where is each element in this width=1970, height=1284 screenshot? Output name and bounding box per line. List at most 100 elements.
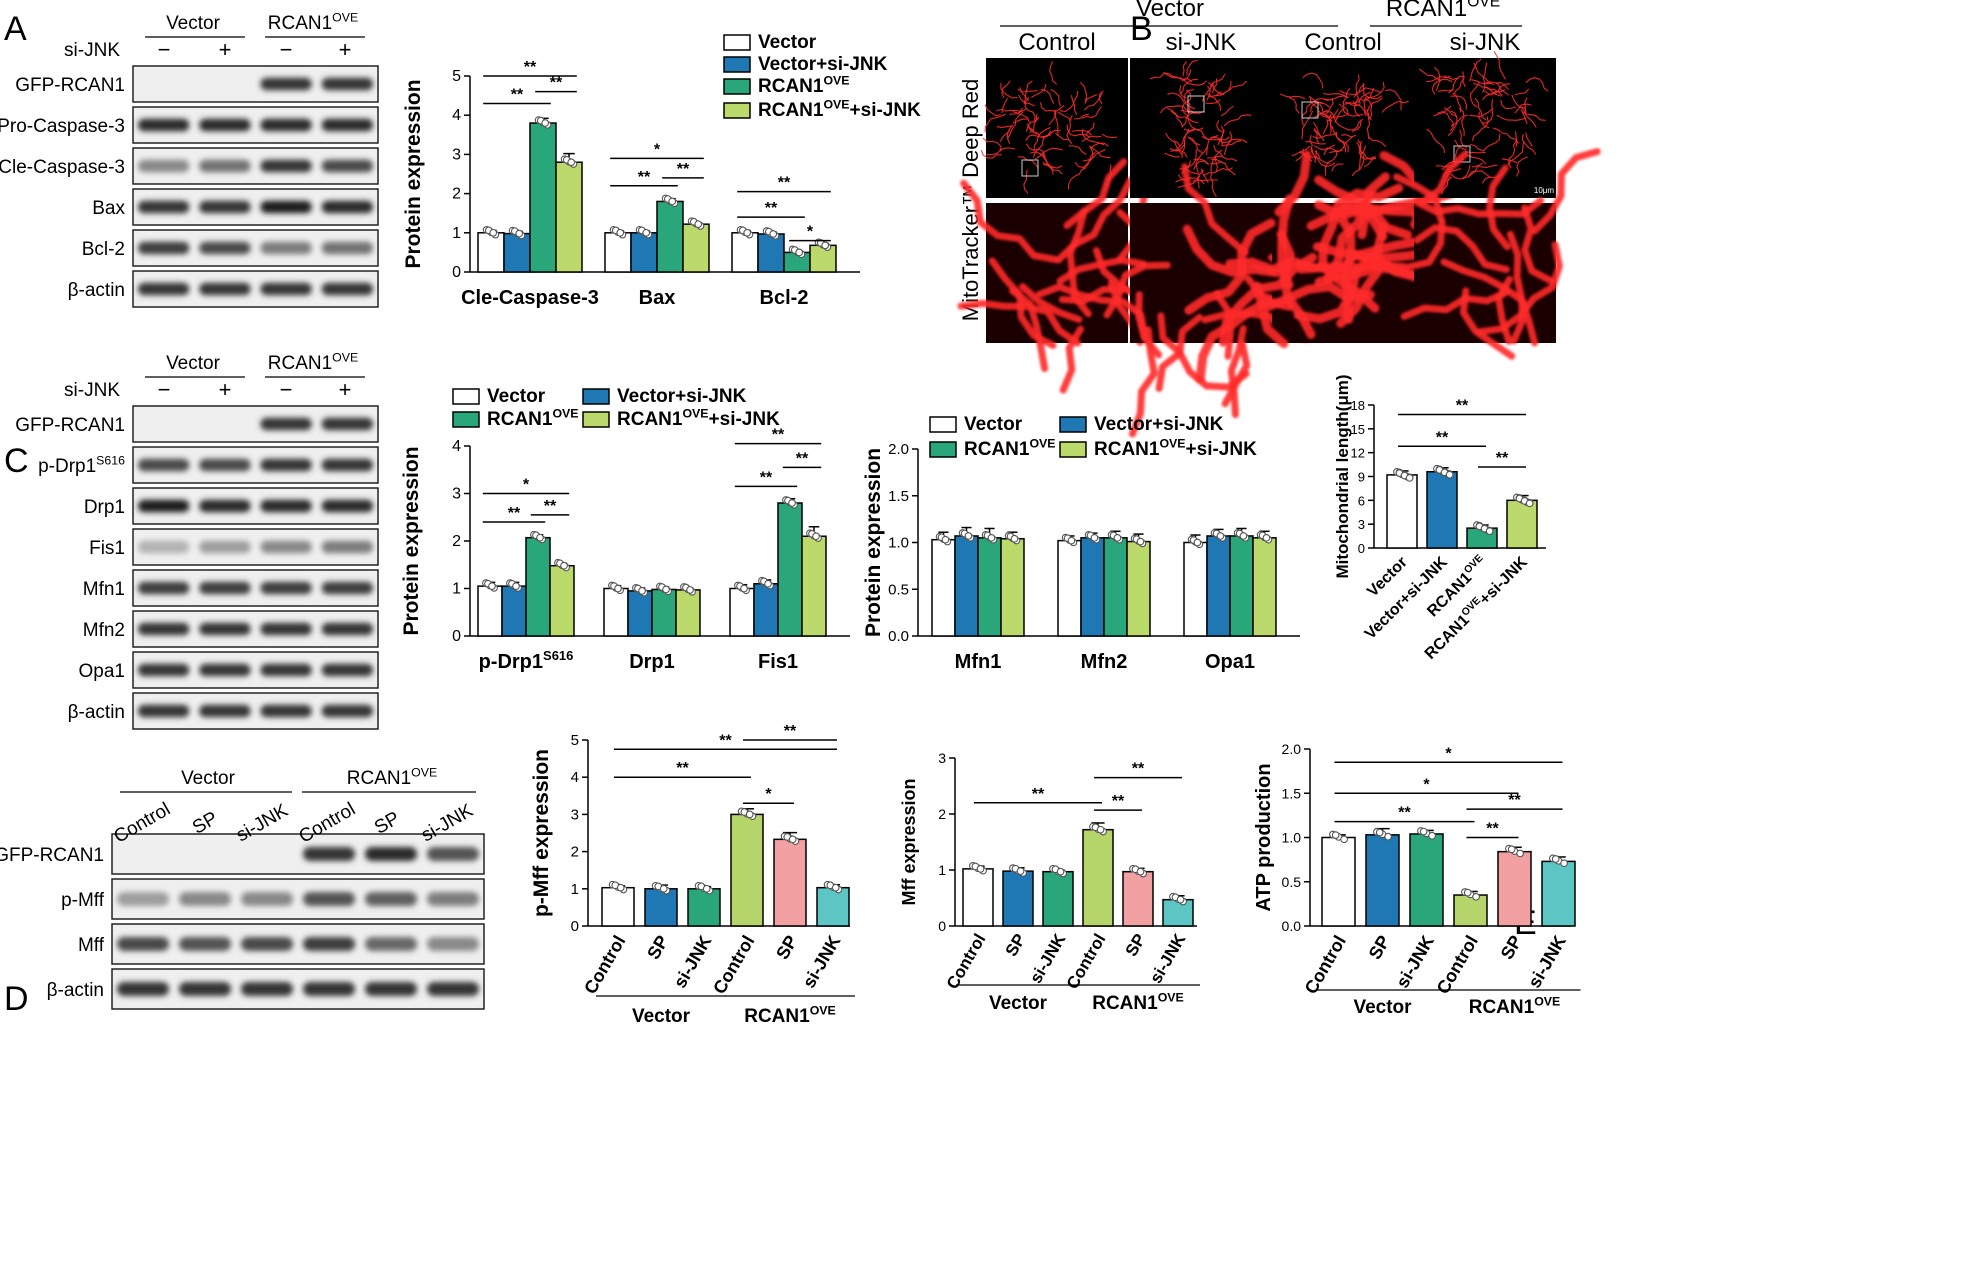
x-category-label: SP [1365, 932, 1394, 963]
mitochondria-strand [1521, 134, 1537, 155]
y-axis-label: Mff expression [899, 778, 919, 905]
mitochondria-strand [1367, 97, 1383, 121]
blot-band [116, 982, 170, 996]
bar [773, 838, 807, 927]
blot-lane-sign: − [280, 377, 293, 402]
significance-label: ** [1496, 450, 1509, 467]
mitochondria-strand [1334, 108, 1344, 123]
y-tick-label: 0.0 [888, 628, 909, 645]
y-tick-label: 1.5 [1282, 785, 1302, 801]
blot-band [178, 892, 232, 906]
significance-label: ** [1508, 792, 1521, 809]
data-point [1216, 532, 1225, 540]
mitochondria-strand [980, 149, 1002, 159]
blot-band [137, 622, 190, 636]
mitochondria-strand [1206, 85, 1211, 101]
mitochondria-strand [1521, 111, 1546, 121]
mitochondria-strand [1221, 140, 1242, 147]
mitochondria-zoom-strand [1486, 164, 1511, 251]
significance-label: * [807, 224, 814, 241]
bar [729, 587, 755, 637]
mitochondria-strand [1458, 107, 1465, 137]
mitochondria-strand [1181, 142, 1186, 159]
significance-label: ** [638, 169, 651, 186]
mitochondria-strand [1516, 156, 1528, 177]
y-tick-label: 2 [452, 533, 461, 550]
mitochondria-strand [1474, 97, 1487, 121]
mitochondria-strand [1431, 78, 1453, 95]
mitochondria-strand [1339, 83, 1365, 96]
data-point [941, 535, 950, 544]
x-group-label: Vector [989, 993, 1048, 1014]
zoom-box [1021, 159, 1039, 177]
bar [601, 886, 635, 927]
data-point [1551, 855, 1560, 863]
data-point [1331, 831, 1340, 839]
mitochondria-strand [1040, 88, 1055, 104]
blot-band [199, 241, 251, 255]
significance-label: ** [544, 498, 557, 515]
mitochondria-strand [1347, 118, 1363, 131]
mitochondria-zoom-strand [1418, 150, 1469, 207]
x-category-label: SP [1002, 931, 1030, 960]
y-tick-label: 3 [452, 486, 461, 503]
data-point [987, 533, 996, 542]
mitochondria-zoom-strand [1460, 287, 1516, 360]
y-axis-label: Mitochondrial length(μm) [1333, 375, 1352, 579]
blot-lane-sign: + [219, 377, 232, 402]
mitochondria-strand [1210, 172, 1217, 197]
mitochondria-strand [1196, 169, 1204, 189]
bar [753, 583, 779, 637]
mitochondria-strand [1210, 149, 1223, 173]
mitochondria-strand [1206, 135, 1219, 156]
data-point [976, 865, 985, 873]
significance-label: ** [524, 59, 537, 76]
blot-band [302, 892, 356, 906]
blot-row-label: Mff [78, 935, 105, 956]
mitochondria-strand [1169, 148, 1188, 158]
mitochondria-zoom-strand [1440, 258, 1539, 347]
significance-label: ** [1486, 821, 1499, 838]
mitochondria-strand [1301, 110, 1314, 140]
mitochondria-strand [1027, 125, 1041, 136]
bar [962, 868, 994, 927]
x-group-label: RCAN1OVE [744, 1003, 836, 1027]
mitochondria-strand [1434, 67, 1441, 91]
mitochondria-strand [1167, 92, 1185, 103]
mitochondria-strand [1220, 129, 1225, 146]
blot-band [199, 540, 251, 554]
bar [477, 232, 505, 273]
mitochondria-strand [1328, 113, 1332, 134]
bar [777, 502, 803, 637]
blot-band [260, 118, 312, 132]
scale-bar-bg [1534, 186, 1554, 194]
legend-label: RCAN1OVE+si-JNK [617, 406, 780, 430]
y-tick-label: 2 [452, 186, 461, 203]
zoom-box [1187, 95, 1205, 113]
bar [1080, 537, 1105, 637]
y-tick-label: 0.5 [1282, 874, 1302, 890]
mitochondria-strand [1342, 88, 1351, 116]
mitochondria-strand [1356, 141, 1376, 160]
mitochondria-strand [1149, 72, 1179, 80]
blot-row-label: Bcl-2 [82, 239, 125, 260]
y-tick-label: 3 [1358, 517, 1365, 532]
blot-band [260, 241, 312, 255]
blot-band [116, 937, 170, 951]
blot-row-label: Fis1 [89, 538, 125, 559]
mitochondria-strand [1167, 107, 1184, 128]
mitochondria-strand [1218, 138, 1248, 144]
mitochondria-strand [1484, 83, 1511, 95]
blot-row-label: Opa1 [79, 661, 125, 682]
blot-row-label: Bax [92, 198, 125, 219]
significance-label: ** [778, 175, 791, 192]
bar [525, 536, 551, 637]
mitochondria-strand [1313, 129, 1320, 144]
blot-band [260, 77, 312, 91]
mitochondria-strand [1193, 160, 1210, 170]
x-category-label: Control [1063, 931, 1110, 993]
blot-band [364, 892, 418, 906]
data-point [1485, 527, 1494, 535]
legend-label: RCAN1OVE [758, 73, 850, 97]
